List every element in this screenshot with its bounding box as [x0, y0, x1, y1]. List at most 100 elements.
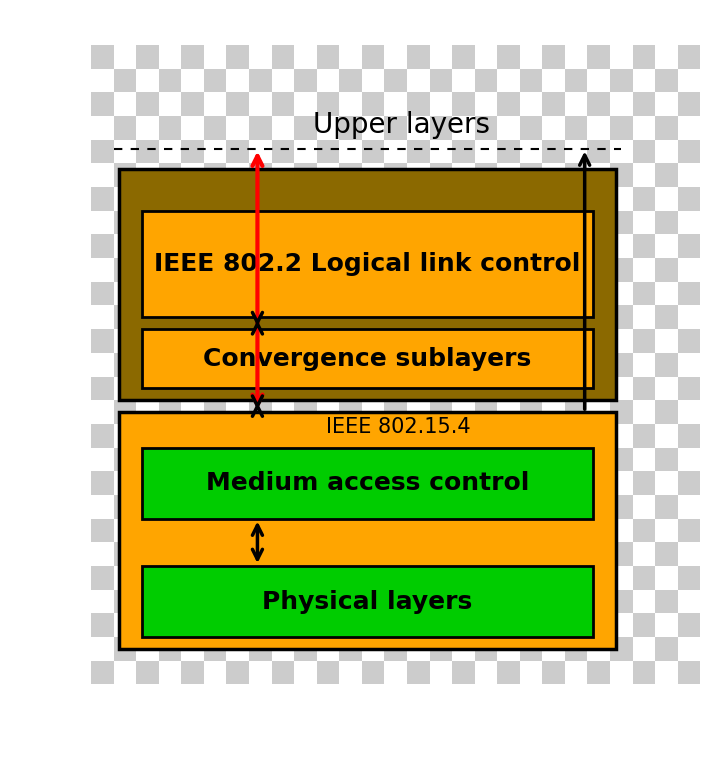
Bar	[226, 518, 249, 542]
Bar	[678, 187, 700, 211]
Bar	[610, 495, 633, 518]
Bar	[610, 590, 633, 614]
Bar	[452, 140, 475, 163]
Bar	[678, 566, 700, 590]
Bar	[181, 495, 204, 518]
Bar	[339, 116, 362, 140]
Bar	[114, 448, 136, 471]
Bar	[655, 614, 678, 637]
Bar	[430, 305, 452, 329]
Bar	[407, 566, 430, 590]
Bar	[452, 116, 475, 140]
Bar	[384, 637, 407, 661]
Bar	[339, 187, 362, 211]
Bar	[91, 614, 114, 637]
Bar	[542, 211, 565, 235]
Bar	[587, 45, 610, 68]
Bar	[655, 661, 678, 684]
Bar	[249, 281, 272, 305]
Bar	[294, 637, 317, 661]
Bar	[159, 305, 181, 329]
Bar	[226, 92, 249, 116]
Bar	[181, 542, 204, 566]
Bar	[114, 140, 136, 163]
Bar	[497, 377, 520, 400]
Bar	[226, 566, 249, 590]
Bar	[159, 614, 181, 637]
Bar	[497, 590, 520, 614]
Bar	[678, 353, 700, 377]
Bar	[226, 495, 249, 518]
Bar	[430, 495, 452, 518]
Bar	[91, 329, 114, 353]
Bar	[610, 92, 633, 116]
Bar	[114, 116, 136, 140]
Bar	[633, 329, 655, 353]
Bar	[407, 45, 430, 68]
Bar	[497, 92, 520, 116]
Bar	[114, 518, 136, 542]
Bar	[91, 45, 114, 68]
Bar	[587, 281, 610, 305]
Bar	[317, 518, 339, 542]
Bar	[384, 661, 407, 684]
Bar	[497, 211, 520, 235]
Bar	[226, 614, 249, 637]
Bar	[91, 187, 114, 211]
Bar	[430, 329, 452, 353]
Bar	[114, 614, 136, 637]
Bar	[475, 92, 497, 116]
Bar	[317, 590, 339, 614]
Bar	[384, 377, 407, 400]
Bar	[317, 211, 339, 235]
Bar	[181, 637, 204, 661]
Bar	[452, 258, 475, 281]
Bar	[475, 400, 497, 424]
Bar	[542, 448, 565, 471]
Bar	[272, 614, 294, 637]
Bar	[249, 329, 272, 353]
Bar	[249, 305, 272, 329]
Bar	[317, 448, 339, 471]
Bar	[542, 353, 565, 377]
Bar	[520, 424, 542, 448]
Bar	[226, 661, 249, 684]
Bar	[159, 637, 181, 661]
Bar	[294, 377, 317, 400]
Bar	[678, 448, 700, 471]
Bar	[317, 116, 339, 140]
Bar	[204, 590, 226, 614]
Bar	[272, 661, 294, 684]
Bar	[339, 566, 362, 590]
Bar	[181, 211, 204, 235]
Bar	[136, 211, 159, 235]
Bar	[159, 329, 181, 353]
Bar	[542, 140, 565, 163]
Bar	[407, 163, 430, 187]
Bar	[272, 590, 294, 614]
Bar	[497, 45, 520, 68]
Bar	[339, 448, 362, 471]
Bar	[339, 68, 362, 92]
Bar	[497, 329, 520, 353]
Bar	[610, 329, 633, 353]
Bar	[520, 258, 542, 281]
Bar	[181, 448, 204, 471]
Bar	[678, 377, 700, 400]
Bar	[204, 68, 226, 92]
Bar	[384, 614, 407, 637]
Bar	[610, 353, 633, 377]
Bar	[91, 68, 114, 92]
Bar	[294, 140, 317, 163]
Bar	[159, 116, 181, 140]
Bar	[249, 424, 272, 448]
Bar	[407, 353, 430, 377]
Bar	[362, 448, 384, 471]
Bar	[520, 614, 542, 637]
Bar	[294, 45, 317, 68]
Bar	[384, 353, 407, 377]
Bar	[452, 92, 475, 116]
Bar	[407, 281, 430, 305]
Bar	[159, 281, 181, 305]
Bar	[91, 590, 114, 614]
